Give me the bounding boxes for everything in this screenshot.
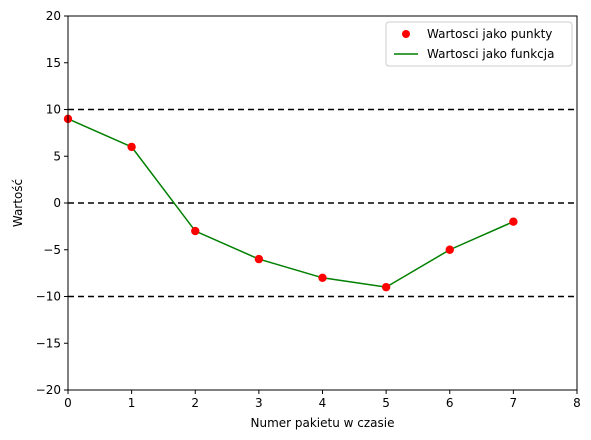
y-tick-label: −10 — [36, 290, 61, 304]
legend-box — [385, 21, 573, 67]
data-point — [509, 217, 518, 226]
x-tick-label: 5 — [382, 396, 390, 410]
legend: Wartosci jako punkty Wartosci jako funkc… — [385, 21, 573, 67]
y-tick-label: 5 — [53, 149, 61, 163]
y-tick-label: 15 — [46, 56, 61, 70]
y-tick-label: 0 — [53, 196, 61, 210]
x-tick-label: 0 — [64, 396, 72, 410]
legend-label-points: Wartosci jako punkty — [427, 27, 552, 41]
data-point — [191, 226, 200, 236]
y-tick-label: 10 — [46, 103, 61, 117]
legend-marker-points — [402, 30, 410, 38]
data-point — [318, 273, 327, 282]
legend-label-line: Wartosci jako funkcja — [427, 47, 554, 61]
x-tick-label: 7 — [510, 396, 518, 410]
y-axis-label: Wartość — [11, 179, 25, 227]
x-axis: 0 1 2 3 4 5 6 7 8 — [64, 390, 581, 410]
data-point — [254, 254, 264, 264]
y-tick-label: −20 — [36, 383, 61, 397]
data-point — [127, 142, 136, 152]
data-point — [445, 245, 454, 254]
x-tick-label: 1 — [128, 396, 136, 410]
data-point — [381, 282, 391, 292]
y-axis: −20 −15 −10 −5 0 5 10 15 20 — [36, 9, 68, 397]
series-line-group — [67, 118, 514, 288]
x-tick-label: 2 — [191, 396, 199, 410]
reference-lines — [68, 108, 577, 298]
x-tick-label: 8 — [573, 396, 581, 410]
x-tick-label: 3 — [255, 396, 263, 410]
y-tick-label: −15 — [36, 336, 61, 350]
x-tick-label: 4 — [319, 396, 327, 410]
series-line — [67, 118, 514, 288]
y-tick-label: −5 — [43, 243, 61, 257]
x-axis-label: Numer pakietu w czasie — [250, 416, 394, 430]
x-tick-label: 6 — [446, 396, 454, 410]
y-tick-label: 20 — [46, 9, 61, 23]
series-points-group — [63, 114, 518, 292]
